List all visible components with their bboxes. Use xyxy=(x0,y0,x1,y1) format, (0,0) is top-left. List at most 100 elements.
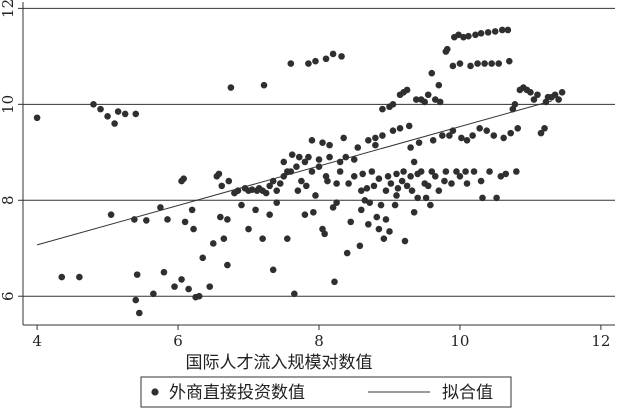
data-point-37 xyxy=(220,235,228,242)
data-point-143 xyxy=(396,125,404,132)
data-point-16 xyxy=(150,290,157,298)
data-point-107 xyxy=(347,218,355,226)
data-point-29 xyxy=(195,292,203,300)
data-point-229 xyxy=(527,89,534,96)
data-point-175 xyxy=(435,187,443,194)
data-point-38 xyxy=(224,261,231,269)
data-point-141 xyxy=(393,192,400,199)
data-point-223 xyxy=(511,101,519,108)
data-point-225 xyxy=(514,125,522,132)
data-point-76 xyxy=(301,158,309,166)
data-point-7 xyxy=(111,120,118,127)
data-point-147 xyxy=(400,168,407,175)
data-point-201 xyxy=(474,60,481,67)
data-point-0 xyxy=(33,114,41,122)
data-point-212 xyxy=(491,28,499,35)
data-point-177 xyxy=(439,132,446,139)
data-point-194 xyxy=(463,137,471,144)
data-point-117 xyxy=(365,220,372,228)
data-point-92 xyxy=(324,177,331,185)
y-tick-label: 10 xyxy=(0,95,17,114)
data-point-95 xyxy=(329,204,337,211)
data-point-44 xyxy=(238,201,245,209)
data-point-14 xyxy=(135,309,143,317)
data-point-214 xyxy=(495,60,503,67)
x-tick-label: 6 xyxy=(173,332,183,350)
x-axis-title: 国际人才流入规模对数值 xyxy=(186,353,373,373)
data-point-73 xyxy=(295,153,303,161)
data-point-26 xyxy=(188,206,196,214)
data-point-172 xyxy=(431,96,439,103)
data-point-115 xyxy=(361,196,369,204)
data-point-94 xyxy=(326,141,333,149)
data-point-198 xyxy=(469,132,476,139)
x-axis-ticks: 4 6 8 10 12 xyxy=(32,325,610,350)
data-point-157 xyxy=(412,96,420,103)
data-point-202 xyxy=(476,125,483,132)
data-point-9 xyxy=(121,110,129,118)
data-point-105 xyxy=(343,249,351,257)
data-point-169 xyxy=(428,69,436,77)
data-point-137 xyxy=(389,127,397,135)
data-point-57 xyxy=(266,182,273,190)
data-point-211 xyxy=(490,132,498,139)
data-point-204 xyxy=(477,30,485,37)
data-point-166 xyxy=(424,91,432,99)
data-point-11 xyxy=(132,110,140,118)
data-point-5 xyxy=(104,113,111,120)
data-point-62 xyxy=(276,180,284,187)
data-point-27 xyxy=(190,225,197,233)
data-point-170 xyxy=(428,168,436,175)
data-point-114 xyxy=(359,170,366,178)
data-point-152 xyxy=(407,172,414,180)
data-point-86 xyxy=(315,156,323,163)
data-point-88 xyxy=(319,139,326,147)
data-point-215 xyxy=(497,172,505,180)
data-point-55 xyxy=(262,189,270,197)
data-point-205 xyxy=(479,194,486,202)
data-point-97 xyxy=(331,278,338,286)
data-point-106 xyxy=(345,180,352,187)
data-point-91 xyxy=(322,55,330,63)
data-point-75 xyxy=(301,211,309,218)
data-point-136 xyxy=(387,180,395,187)
data-point-124 xyxy=(373,213,381,221)
data-point-96 xyxy=(329,50,337,58)
data-point-102 xyxy=(338,53,345,60)
data-point-200 xyxy=(472,31,479,39)
data-point-208 xyxy=(484,29,492,36)
data-point-82 xyxy=(310,208,317,216)
data-point-233 xyxy=(541,125,548,132)
data-point-49 xyxy=(252,206,259,214)
data-point-148 xyxy=(401,237,409,245)
scatter-points xyxy=(33,26,566,317)
legend-marker-dot xyxy=(151,388,159,396)
data-point-187 xyxy=(453,168,460,175)
data-point-64 xyxy=(280,158,288,166)
data-point-121 xyxy=(370,182,378,190)
data-point-85 xyxy=(315,163,323,170)
legend-box xyxy=(140,376,512,408)
data-point-89 xyxy=(321,230,328,238)
data-point-59 xyxy=(269,266,277,274)
data-point-3 xyxy=(90,101,97,108)
data-point-109 xyxy=(350,156,358,163)
data-point-40 xyxy=(225,177,233,185)
data-point-41 xyxy=(227,84,235,91)
data-point-153 xyxy=(407,144,414,151)
data-point-69 xyxy=(288,151,296,159)
data-point-232 xyxy=(537,129,545,137)
data-point-184 xyxy=(449,62,457,70)
data-point-25 xyxy=(185,285,192,293)
data-point-67 xyxy=(287,60,295,67)
data-point-119 xyxy=(366,199,374,206)
data-point-216 xyxy=(498,26,506,34)
data-point-21 xyxy=(178,276,185,283)
data-point-132 xyxy=(382,216,390,223)
data-point-135 xyxy=(386,228,393,235)
data-point-36 xyxy=(218,182,226,190)
data-point-2 xyxy=(76,273,83,281)
data-point-180 xyxy=(442,168,450,175)
data-point-217 xyxy=(500,134,507,142)
